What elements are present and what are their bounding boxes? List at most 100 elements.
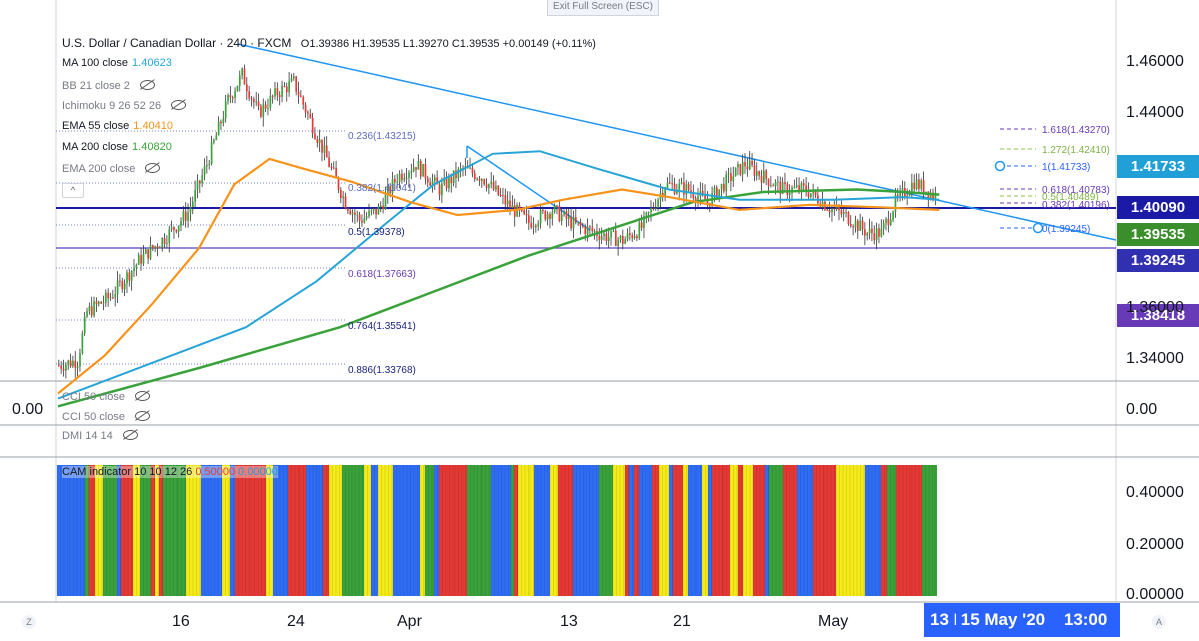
- candle-body: [795, 185, 798, 188]
- candle-body: [875, 228, 878, 241]
- candle-body: [135, 264, 138, 268]
- legend-ma100[interactable]: MA 100 close 1.40623: [62, 57, 172, 69]
- legend-ma200[interactable]: MA 200 close 1.40820: [62, 141, 172, 153]
- candle-body: [177, 225, 180, 232]
- candle-body: [906, 195, 909, 197]
- cam-bar: [251, 465, 266, 596]
- legend-ichimoku[interactable]: Ichimoku 9 26 52 26: [62, 99, 187, 112]
- cam-bar: [103, 465, 117, 596]
- cam-bar: [319, 465, 323, 596]
- candle-body: [398, 173, 401, 182]
- candle-body: [372, 208, 375, 211]
- candle-body: [194, 189, 196, 202]
- cam-bar: [70, 465, 85, 596]
- candle-body: [598, 236, 601, 240]
- candle-body: [394, 178, 396, 183]
- candle-body: [276, 88, 279, 96]
- zoom-button[interactable]: Z: [22, 615, 36, 629]
- legend-bb21[interactable]: BB 21 close 2: [62, 79, 155, 92]
- cam-bar: [201, 465, 211, 596]
- candle-body: [868, 228, 871, 234]
- candle-body: [203, 166, 206, 176]
- candle-body: [147, 249, 149, 259]
- candle-body: [572, 217, 575, 229]
- candle-body: [102, 302, 105, 304]
- candle-body: [321, 139, 323, 153]
- cam-bar: [550, 465, 558, 596]
- candle-body: [739, 164, 742, 175]
- cam-bar: [912, 465, 922, 596]
- candle-body: [567, 216, 570, 219]
- candle-body: [285, 86, 288, 93]
- cam-bar: [712, 465, 723, 596]
- cam-bar: [505, 465, 511, 596]
- candle-body: [866, 233, 869, 236]
- candle-body: [520, 210, 523, 212]
- candle-body: [716, 187, 718, 199]
- dmi-legend[interactable]: DMI 14 14: [62, 429, 138, 442]
- fib-label: 0.5(1.39378): [348, 227, 405, 238]
- candle-body: [100, 301, 102, 304]
- cam-bar: [783, 465, 797, 596]
- candle-body: [528, 215, 530, 224]
- auto-scale-button[interactable]: A: [1152, 615, 1166, 629]
- candle-body: [222, 118, 225, 124]
- candle-body: [417, 160, 420, 170]
- candle-body: [426, 178, 429, 183]
- cam-bar: [222, 465, 230, 596]
- cam-bar: [163, 465, 178, 596]
- candle-body: [779, 181, 782, 194]
- candle-body: [509, 200, 511, 208]
- cam-bar: [57, 465, 70, 596]
- cam-legend[interactable]: CAM indicator 10 10 12 26 0.50000 0.0000…: [62, 466, 278, 478]
- candle-body: [777, 181, 779, 183]
- candle-body: [575, 217, 577, 223]
- candle-body: [79, 352, 81, 367]
- candle-body: [459, 168, 462, 170]
- cam-bar: [730, 465, 738, 596]
- candle-body: [438, 184, 441, 196]
- cam-bar: [850, 465, 865, 596]
- cam-bar: [393, 465, 407, 596]
- candle-body: [842, 211, 845, 215]
- candle-body: [849, 224, 852, 227]
- candle-body: [612, 230, 615, 232]
- time-axis-label: 21: [673, 613, 691, 630]
- candle-body: [565, 211, 568, 219]
- cci-legend-2[interactable]: CCI 50 close: [62, 410, 150, 422]
- cam-bar: [439, 465, 455, 596]
- legend-ema200[interactable]: EMA 200 close: [62, 162, 161, 175]
- price-axis-label: 1.36000: [1126, 299, 1184, 316]
- price-axis-label: 1.46000: [1126, 53, 1184, 70]
- candle-body: [401, 173, 403, 180]
- candle-body: [184, 211, 187, 221]
- cci-legend-1[interactable]: CCI 50 close: [62, 390, 150, 403]
- candle-body: [727, 173, 730, 175]
- candle-body: [899, 190, 901, 196]
- candle-body: [415, 167, 417, 170]
- candle-body: [365, 216, 368, 219]
- candle-body: [243, 68, 246, 85]
- candle-body: [814, 189, 817, 196]
- exit-fullscreen-button[interactable]: Exit Full Screen (ESC): [547, 0, 659, 16]
- candle-body: [798, 185, 800, 192]
- candle-body: [539, 210, 542, 224]
- candle-body: [335, 168, 337, 178]
- candle-body: [278, 95, 281, 97]
- candle-body: [238, 75, 241, 86]
- cam-bar: [407, 465, 420, 596]
- candle-body: [805, 185, 807, 192]
- legend-ema55[interactable]: EMA 55 close 1.40410: [62, 120, 174, 132]
- price-tag-fib1: 1.41733: [1117, 155, 1199, 178]
- candle-body: [605, 233, 608, 242]
- candle-body: [918, 179, 920, 189]
- collapse-legend-button[interactable]: ^: [62, 183, 84, 198]
- cam-bar: [743, 465, 753, 596]
- candle-body: [325, 145, 328, 158]
- price-tag-hline2: 1.38418: [1117, 304, 1199, 327]
- candle-body: [133, 267, 135, 272]
- fib-ext-label: 0(1.39245): [1042, 224, 1090, 235]
- candle-body: [215, 135, 218, 141]
- cam-bar: [530, 465, 534, 596]
